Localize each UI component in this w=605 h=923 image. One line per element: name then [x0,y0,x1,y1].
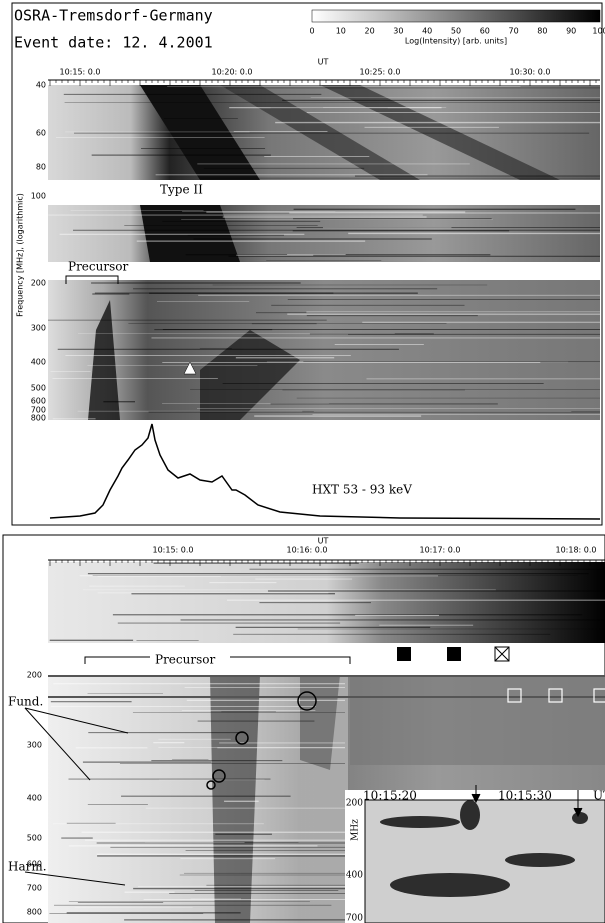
colorbar-tick: 100 [592,27,605,36]
freq-tick: 400 [27,794,42,803]
panel-frame [11,2,603,526]
marker-square [447,647,461,661]
marker-square [397,647,411,661]
colorbar-tick: 70 [509,27,519,36]
inset-arrows [471,785,583,818]
time-tick: 10:17: 0.0 [419,546,460,555]
time-tick: 10:18: 0.0 [555,546,596,555]
markers-open [507,688,605,703]
texture [48,86,600,420]
freq-tick: 500 [31,384,46,393]
inset-freq: 200 [346,799,363,809]
panel-frame [2,534,605,923]
harm-label: Harm. [8,860,47,874]
precursor-bracket [65,275,119,284]
freq-tick: 40 [36,81,46,90]
time-tick: 10:16: 0.0 [286,546,327,555]
freq-tick: 80 [36,163,46,172]
time-tick: 10:20: 0.0 [211,68,252,77]
time-tick: 10:15: 0.0 [59,68,100,77]
colorbar-tick: 10 [336,27,346,36]
inset-time: 10:15:20 [363,789,417,803]
precursor-label: Precursor [68,260,128,274]
freq-tick: 300 [27,741,42,750]
marker-crossed [494,646,510,662]
freq-tick: 500 [27,834,42,843]
markers-circle [206,691,317,790]
ut-label: UT [318,537,329,546]
colorbar-tick: 60 [480,27,490,36]
inset-mhz: MHz [351,819,361,841]
freq-tick: 300 [31,324,46,333]
type-ii-label: Type II [160,183,203,197]
freq-tick: 700 [31,406,46,415]
arrows [24,707,129,886]
freq-tick: 800 [27,908,42,917]
precursor-bracket [84,656,351,664]
freq-tick: 200 [31,279,46,288]
inset-features [380,800,588,897]
precursor-label: Precursor [155,653,215,667]
inset-freq: 400 [346,871,363,881]
freq-tick: 100 [31,192,46,201]
event-date: Event date: 12. 4.2001 [14,34,213,52]
inset-time: 10:15:30 [498,789,552,803]
marker-triangle [183,361,197,375]
station: OSRA-Tremsdorf-Germany [14,7,213,25]
fund-label: Fund. [8,695,43,709]
colorbar-tick: 30 [393,27,403,36]
spectrogram-top [48,85,600,420]
colorbar-tick: 80 [537,27,547,36]
colorbar-tick: 20 [365,27,375,36]
colorbar-tick: 40 [422,27,432,36]
hxt-label: HXT 53 - 93 keV [312,483,412,497]
inset-ut: UT [593,789,605,803]
colorbar-tick: 50 [451,27,461,36]
time-tick: 10:30: 0.0 [509,68,550,77]
inset-freq: 700 [346,914,363,923]
freq-axis-label: Frequency [MHz], (logarithmic) [16,193,25,317]
colorbar-tick: 0 [309,27,314,36]
freq-tick: 200 [27,671,42,680]
freq-tick: 600 [31,397,46,406]
colorbar-label: Log(Intensity) [arb. units] [405,37,507,46]
time-tick: 10:25: 0.0 [359,68,400,77]
hxt-curve [49,423,601,520]
ut-label: UT [318,58,329,67]
time-tick: 10:15: 0.0 [152,546,193,555]
freq-tick: 60 [36,129,46,138]
freq-tick: 800 [31,414,46,423]
colorbar-tick: 90 [566,27,576,36]
texture [48,562,605,921]
colorbar [311,9,601,23]
freq-tick: 600 [27,860,42,869]
freq-tick: 700 [27,884,42,893]
freq-tick: 400 [31,358,46,367]
